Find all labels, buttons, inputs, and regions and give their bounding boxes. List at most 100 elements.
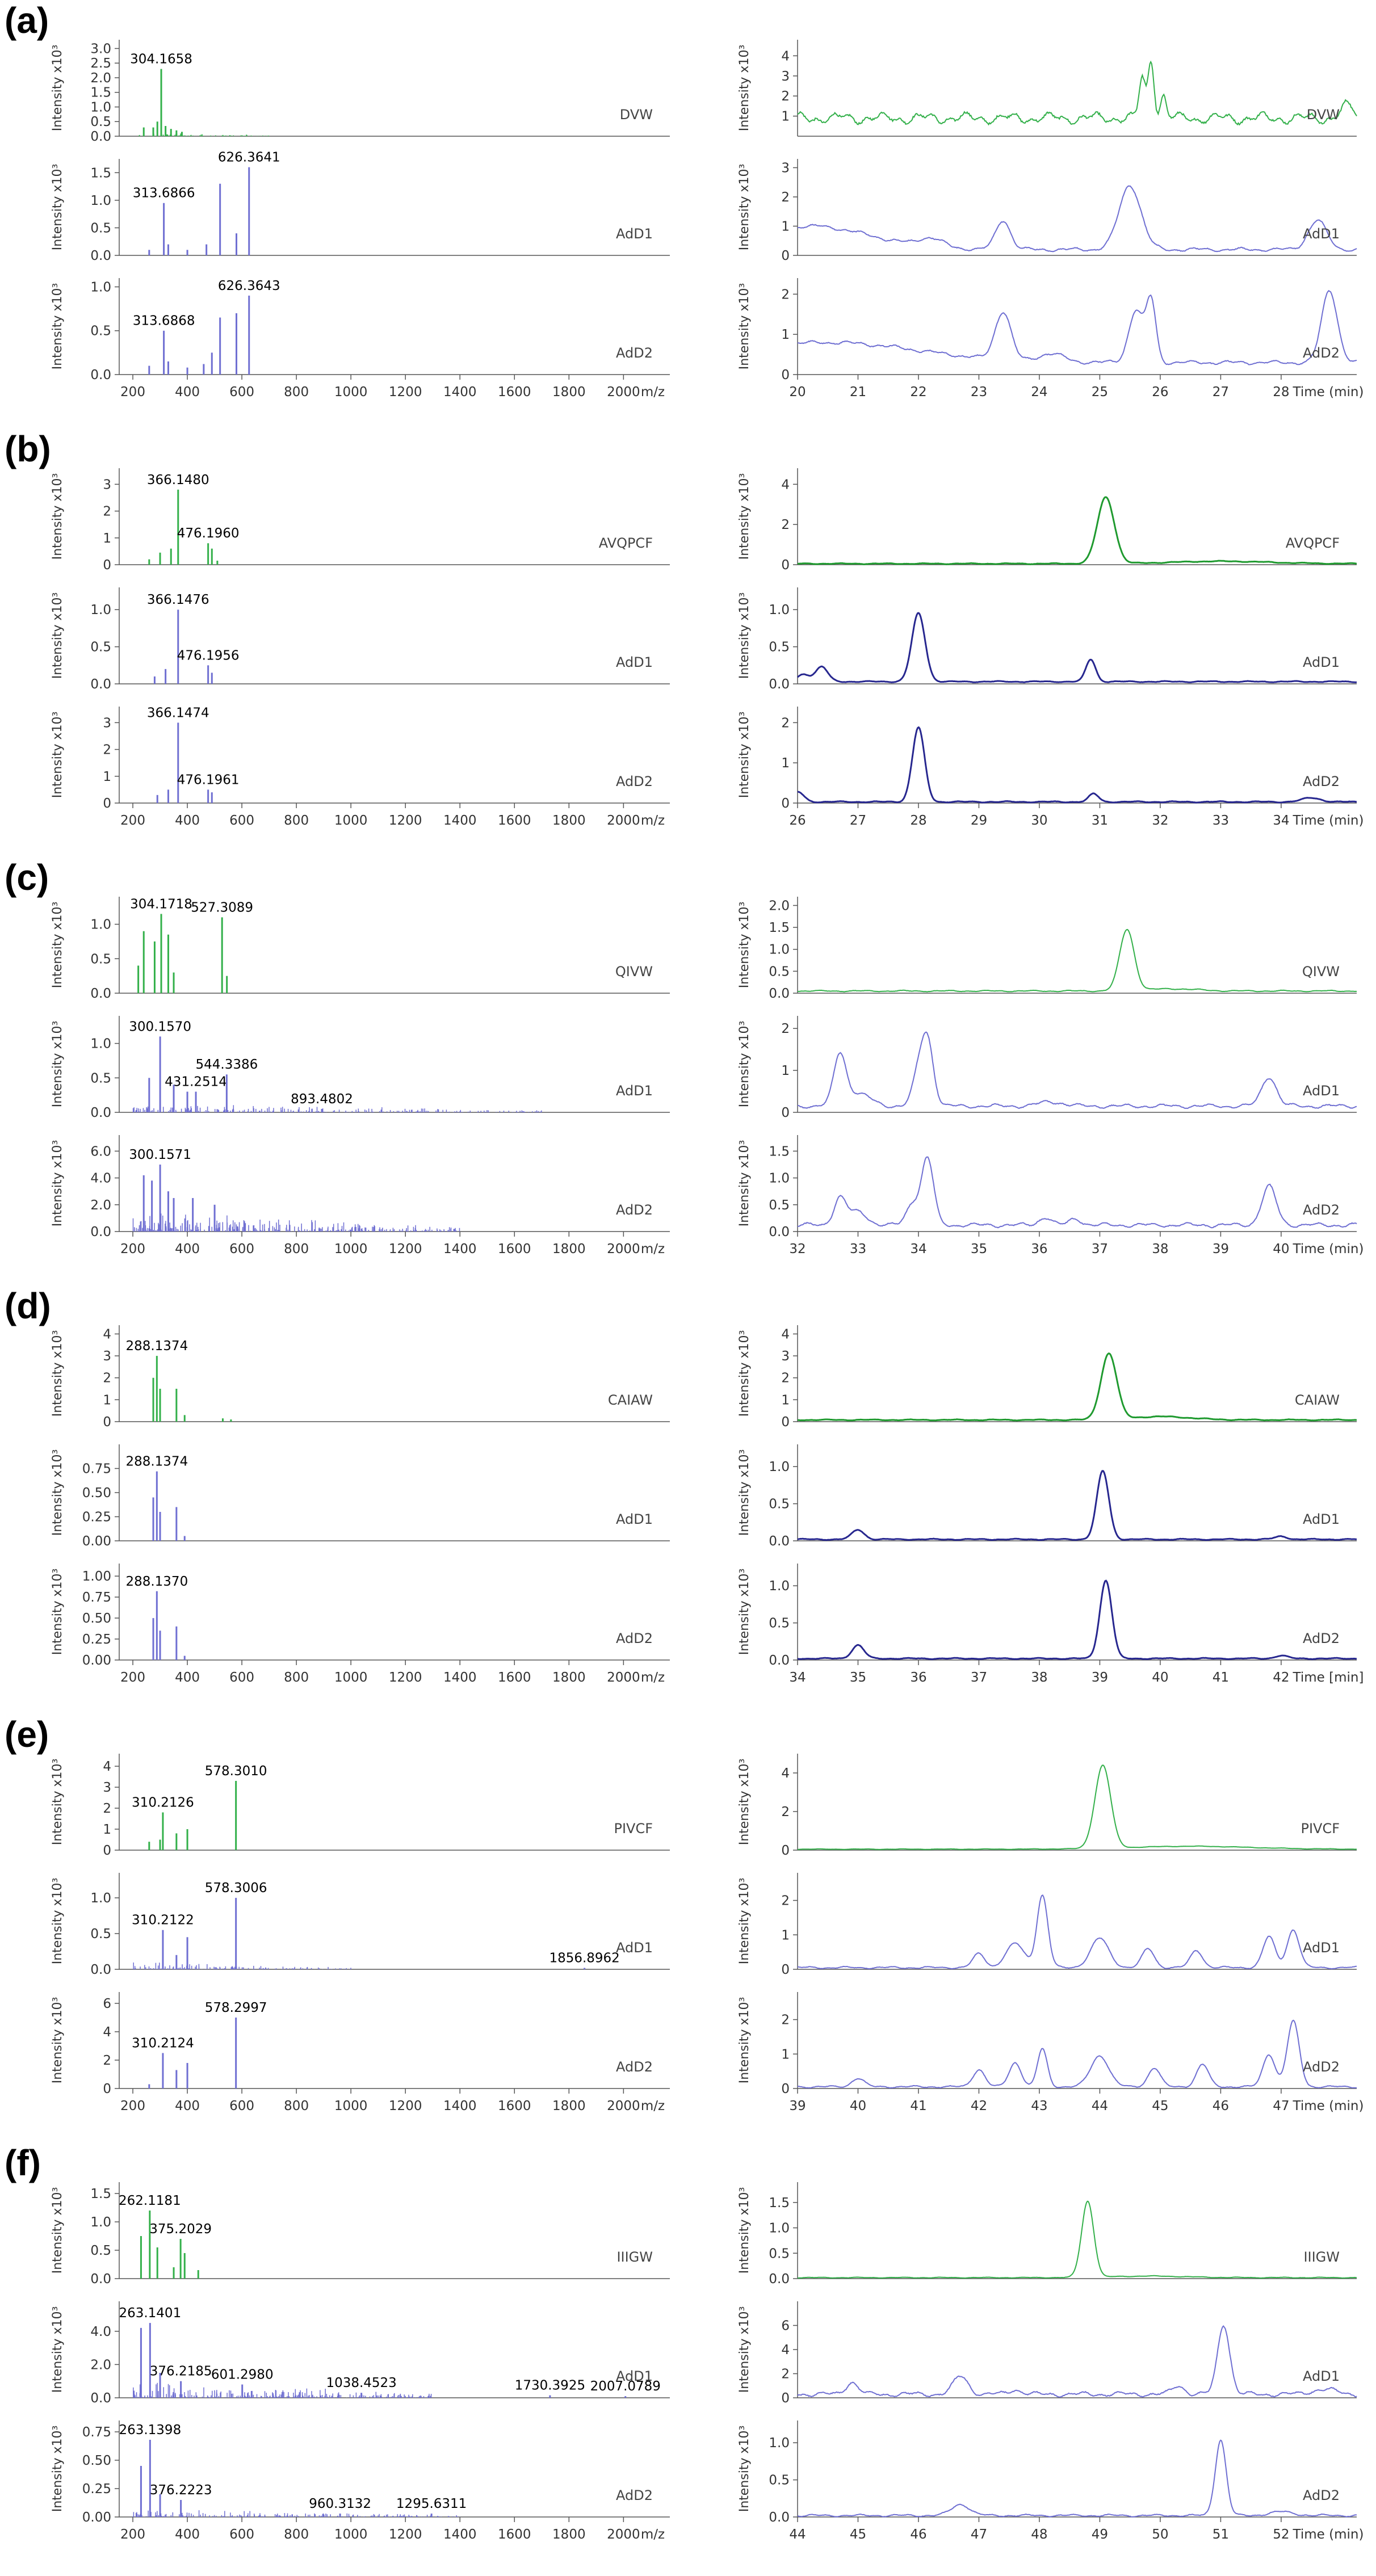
y-tick-label: 0.5 [769,1198,790,1213]
peak-label: 601.2980 [211,2368,274,2382]
trace-label: AdD1 [1303,1083,1340,1099]
y-tick-label: 2 [781,89,790,104]
trace-label: AdD1 [1303,2368,1340,2384]
y-axis-label: Intensity x10³ [51,2426,65,2512]
peak-label: 1856.8962 [549,1951,619,1965]
y-tick-label: 0.0 [90,986,111,1001]
x-tick-label: 1000 [334,1242,368,1257]
y-tick-label: 0 [781,1963,790,1977]
x-tick-label: 30 [1031,813,1047,828]
x-tick-label: 2000 [607,2099,640,2113]
y-tick-label: 1.5 [769,921,790,935]
y-axis-label: Intensity x10³ [737,2426,752,2512]
trace-label: QIVW [1302,964,1340,980]
peak-label: 2007.0789 [590,2379,661,2394]
y-axis-label: Intensity x10³ [737,1021,752,1108]
peak-label: 960.3132 [309,2497,371,2511]
x-tick-label: 2000 [607,1242,640,1257]
y-tick-label: 0.0 [769,2272,790,2287]
chromatogram-a-2: 0 1 2 3 AdD1 [781,159,1357,263]
ms-spectrum-d-1: 0 1 2 3 4 288.1374 CAIAW [103,1325,670,1430]
x-axis-unit: m/z [641,385,665,400]
y-tick-label: 0.5 [90,1071,111,1086]
trace-label: IIIGW [616,2249,653,2265]
x-tick-label: 200 [120,2099,145,2113]
trace-line [797,185,1357,253]
y-tick-label: 2 [781,287,790,302]
x-tick-label: 32 [789,1242,806,1257]
y-tick-label: 2 [781,2013,790,2028]
x-tick-label: 49 [1092,2527,1108,2542]
chromatogram-f-3: 0.0 0.5 1.0 AdD2 44 45 46 47 48 49 50 51 52 Time (min… [769,2420,1364,2542]
x-tick-label: 31 [1092,813,1108,828]
x-tick-label: 44 [789,2527,806,2542]
y-tick-label: 1 [103,1393,111,1407]
trace-label: AdD1 [616,1940,653,1956]
peak-label: 310.2122 [132,1913,194,1928]
x-tick-label: 1000 [334,1670,368,1685]
y-tick-label: 1 [781,1928,790,1943]
x-tick-label: 400 [175,1670,200,1685]
y-tick-label: 1.5 [769,2196,790,2211]
chromatogram-e-2: 0 1 2 AdD1 [781,1873,1357,1977]
y-axis-label: Intensity x10³ [737,1997,752,2084]
x-tick-label: 400 [175,2099,200,2113]
trace-label: IIIGW [1303,2249,1340,2265]
y-axis-label: Intensity x10³ [51,1330,65,1417]
x-tick-label: 47 [971,2527,987,2542]
y-tick-label: 1 [781,756,790,771]
x-tick-label: 800 [284,1670,309,1685]
y-tick-label: 4 [781,477,790,492]
y-tick-label: 0 [781,796,790,811]
y-axis-label: Intensity x10³ [51,164,65,251]
y-tick-label: 0 [103,796,111,811]
y-tick-label: 0.5 [90,221,111,236]
y-tick-label: 0.00 [82,1653,111,1668]
y-tick-label: 0.5 [769,964,790,979]
y-tick-label: 0.5 [90,2243,111,2258]
y-tick-label: 0 [103,558,111,573]
x-tick-label: 34 [789,1670,806,1685]
y-axis-label: Intensity x10³ [51,1997,65,2084]
peak-label: 1730.3925 [515,2379,585,2393]
x-tick-label: 29 [971,813,987,828]
x-tick-label: 1400 [443,1242,477,1257]
ms-spectrum-a-3: 0.0 0.5 1.0 313.6868 626.3643 AdD2 200 400 600 80… [90,278,670,400]
y-tick-label: 3 [103,1349,111,1364]
y-axis-label: Intensity x10³ [737,1878,752,1965]
x-tick-label: 1200 [389,385,422,400]
noise-peaks [132,1213,460,1232]
peak-label: 263.1401 [119,2306,181,2321]
peak-label: 476.1956 [177,648,240,663]
x-tick-label: 1200 [389,2527,422,2542]
y-axis-label: Intensity x10³ [737,1759,752,1846]
trace-line [797,1031,1357,1110]
x-tick-label: 39 [1213,1242,1229,1257]
x-tick-label: 800 [284,813,309,828]
x-tick-label: 600 [229,2527,254,2542]
peak-label: 527.3089 [191,900,253,915]
trace-label: DVW [1307,107,1340,123]
peak-label: 578.2997 [205,2001,267,2015]
y-tick-label: 0 [103,1415,111,1430]
x-tick-label: 40 [1273,1242,1289,1257]
peak-label: 310.2126 [132,1795,194,1810]
y-tick-label: 2 [781,1894,790,1909]
y-tick-label: 0.0 [769,1534,790,1549]
y-tick-label: 1.0 [90,100,111,115]
y-tick-label: 0.0 [90,1106,111,1120]
x-tick-label: 42 [971,2099,987,2113]
trace-label: AdD2 [1303,1202,1340,1218]
y-tick-label: 0.5 [90,952,111,966]
trace-label: AdD1 [616,1511,653,1527]
trace-label: AdD1 [616,1083,653,1099]
y-tick-label: 1.0 [769,2436,790,2451]
x-tick-label: 45 [850,2527,866,2542]
y-axis-label: Intensity x10³ [51,712,65,799]
chromatogram-c-2: 0 1 2 AdD1 [781,1016,1357,1120]
y-tick-label: 3.0 [90,41,111,56]
x-tick-label: 600 [229,1670,254,1685]
peak-label: 476.1960 [177,526,240,541]
peak-label: 262.1181 [119,2193,181,2208]
